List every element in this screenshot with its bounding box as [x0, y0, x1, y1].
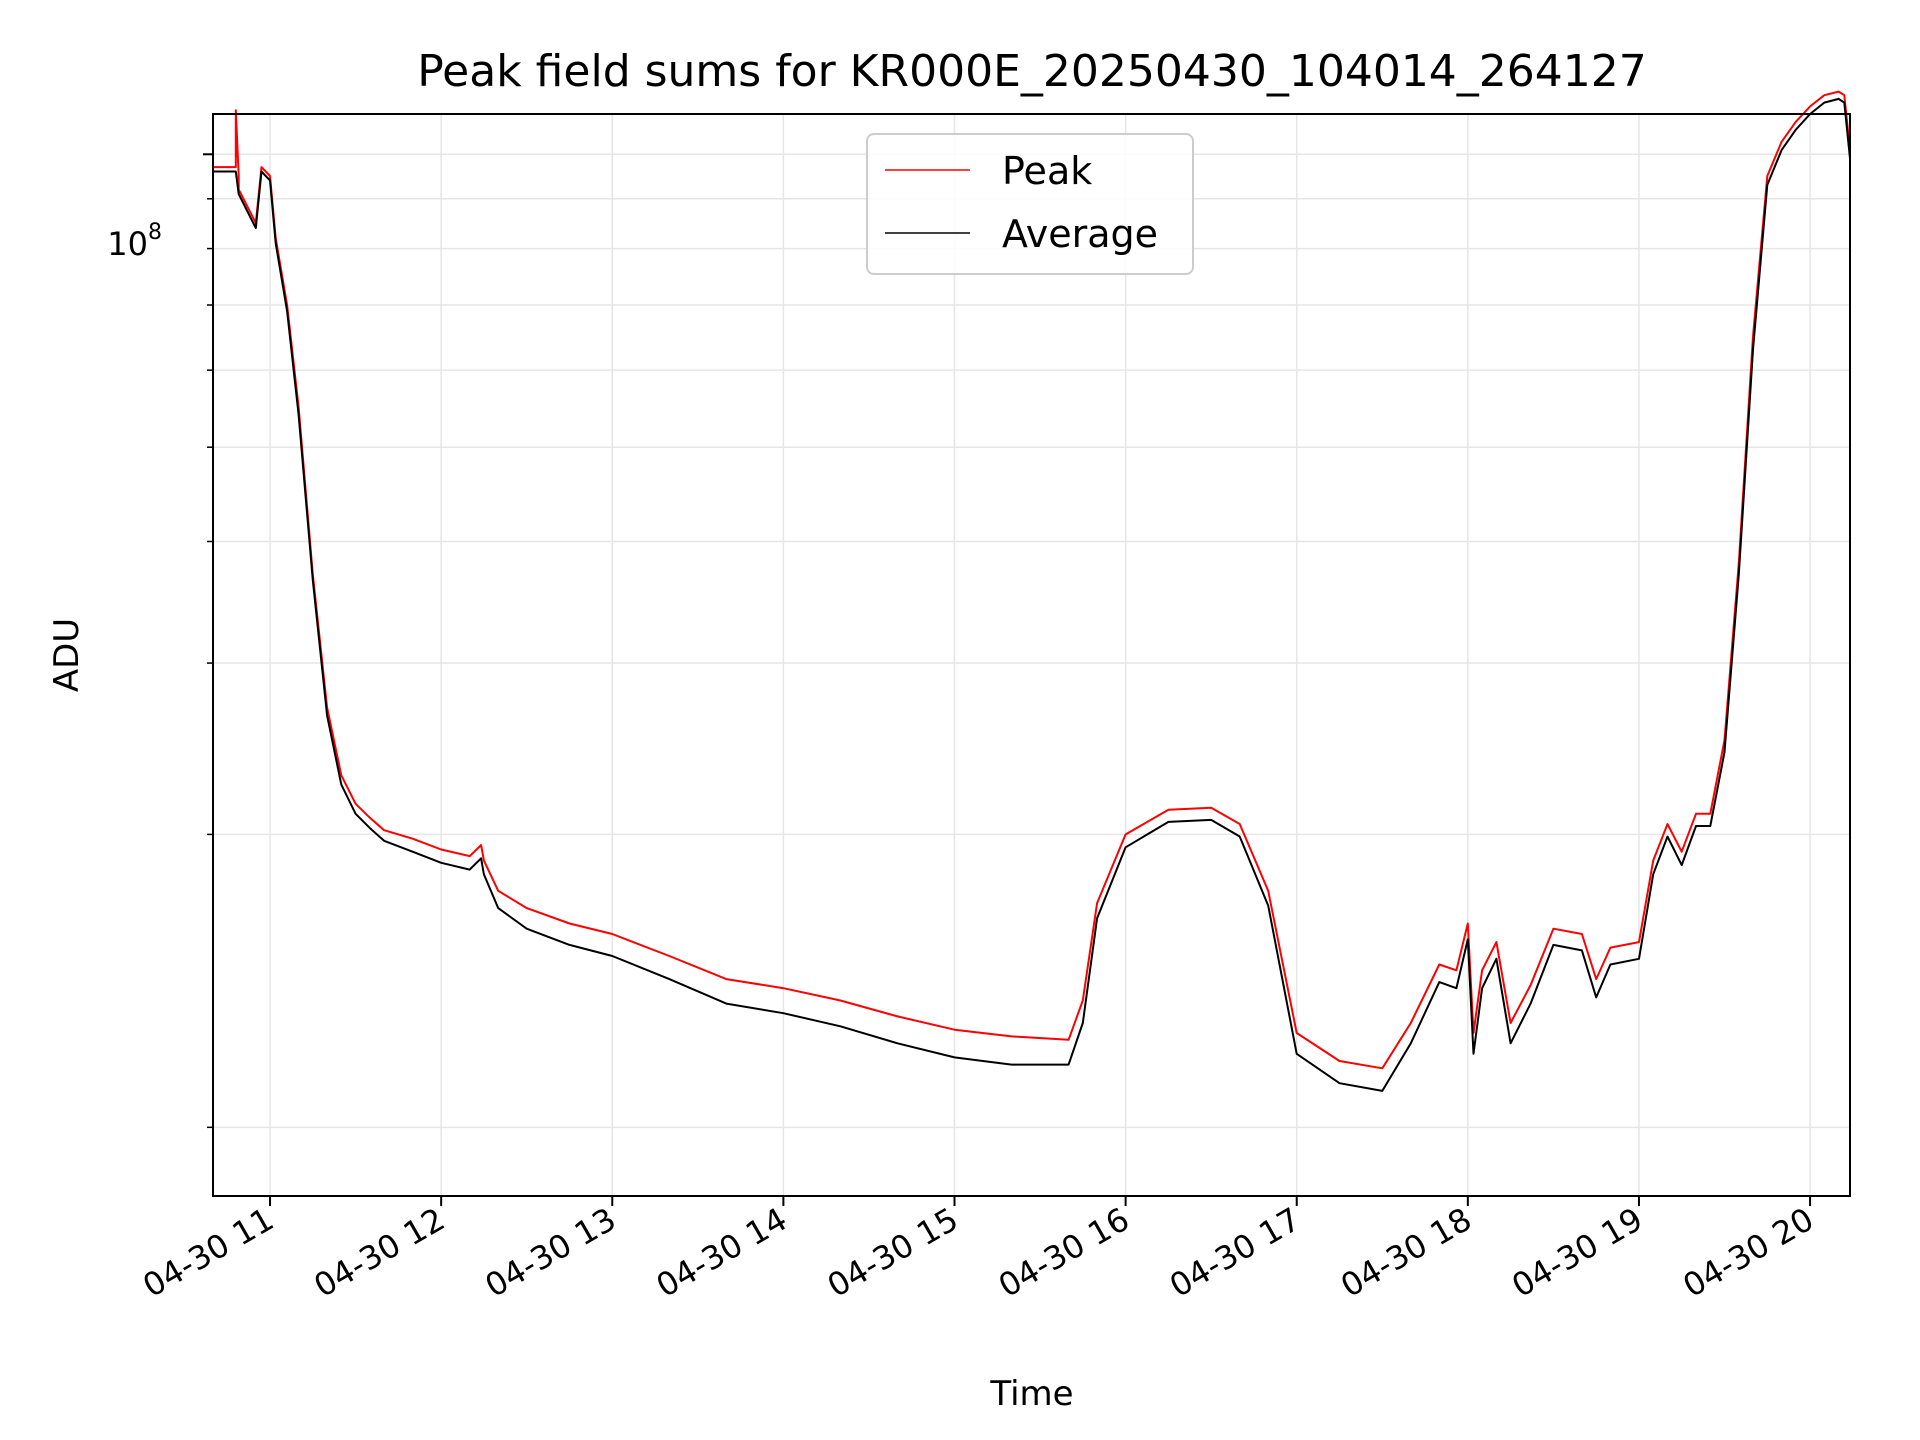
- legend-average-label: Average: [1002, 212, 1158, 256]
- legend-box: [866, 133, 1194, 275]
- series-line-peak: [213, 90, 1851, 1070]
- series-layer: [213, 90, 1851, 1092]
- legend: Peak Average: [866, 133, 1194, 275]
- y-axis-label: ADU: [47, 618, 87, 692]
- legend-peak-label: Peak: [1002, 149, 1092, 193]
- chart-title: Peak field sums for KR000E_20250430_1040…: [417, 46, 1647, 97]
- x-axis-label: Time: [989, 1374, 1073, 1414]
- plot-frame: [212, 113, 1851, 1197]
- y-tick-label-1e8: 108: [107, 220, 162, 263]
- series-line-average: [213, 97, 1851, 1092]
